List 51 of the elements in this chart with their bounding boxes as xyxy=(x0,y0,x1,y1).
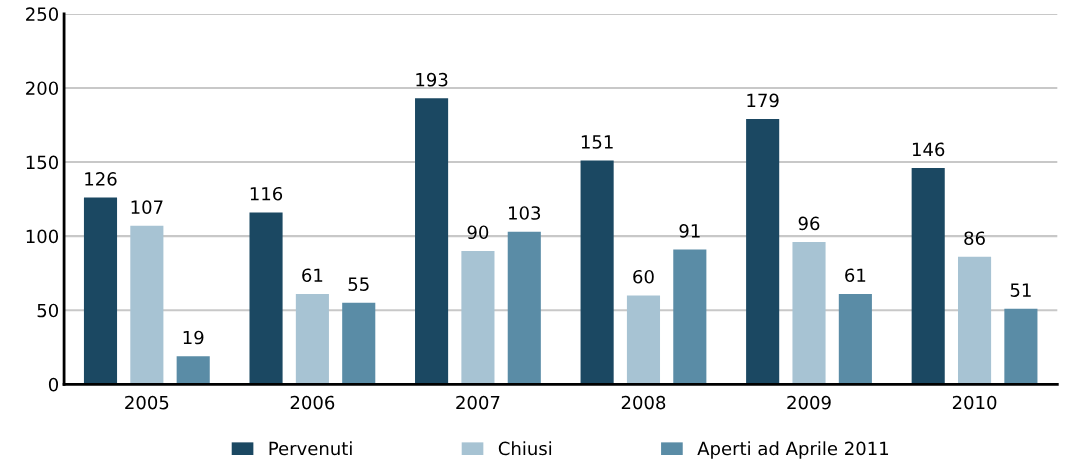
legend-label: Aperti ad Aprile 2011 xyxy=(697,441,889,459)
bar xyxy=(249,212,283,385)
y-tick-label: 200 xyxy=(26,81,59,96)
data-label: 19 xyxy=(183,330,204,345)
data-label: 193 xyxy=(416,72,448,87)
data-label: 61 xyxy=(302,268,323,283)
bar xyxy=(507,231,541,385)
bar xyxy=(1004,308,1038,385)
data-label: 146 xyxy=(912,142,945,157)
bar xyxy=(580,160,614,385)
bar xyxy=(130,225,164,385)
x-tick-label: 2007 xyxy=(456,395,500,410)
bar xyxy=(911,167,945,385)
x-tick-label: 2005 xyxy=(125,395,169,410)
y-tick-label: 100 xyxy=(26,229,59,244)
data-label: 60 xyxy=(633,269,654,284)
x-tick-label: 2010 xyxy=(952,395,997,410)
x-tick-label: 2006 xyxy=(290,395,335,410)
y-tick-label: 50 xyxy=(37,303,59,318)
bar xyxy=(958,256,992,385)
bar xyxy=(415,98,449,385)
bar xyxy=(838,293,872,385)
bar xyxy=(342,302,376,385)
bar xyxy=(673,249,707,385)
legend-label: Pervenuti xyxy=(269,441,352,456)
data-label: 116 xyxy=(250,186,283,201)
data-label: 51 xyxy=(1010,283,1031,297)
data-label: 151 xyxy=(581,135,613,149)
data-label: 90 xyxy=(467,225,489,240)
data-label: 55 xyxy=(348,277,369,291)
bar xyxy=(792,242,826,385)
bar xyxy=(176,356,210,385)
data-label: 103 xyxy=(509,206,541,220)
data-label: 179 xyxy=(747,93,779,108)
data-label: 91 xyxy=(679,223,700,238)
bar xyxy=(626,295,661,385)
bar xyxy=(746,119,780,385)
data-label: 126 xyxy=(85,172,117,186)
x-tick-label: 2009 xyxy=(787,395,831,410)
data-label: 96 xyxy=(798,216,820,231)
bar xyxy=(295,293,329,385)
data-label: 61 xyxy=(845,268,866,283)
data-label: 86 xyxy=(964,231,985,246)
y-tick-label: 0 xyxy=(48,377,59,392)
bar xyxy=(461,250,495,385)
y-tick-label: 150 xyxy=(26,155,59,170)
x-tick-label: 2008 xyxy=(621,395,666,410)
legend-label: Chiusi xyxy=(498,441,552,456)
data-label: 107 xyxy=(131,200,163,214)
bar xyxy=(83,197,118,385)
y-tick-label: 250 xyxy=(26,7,59,22)
